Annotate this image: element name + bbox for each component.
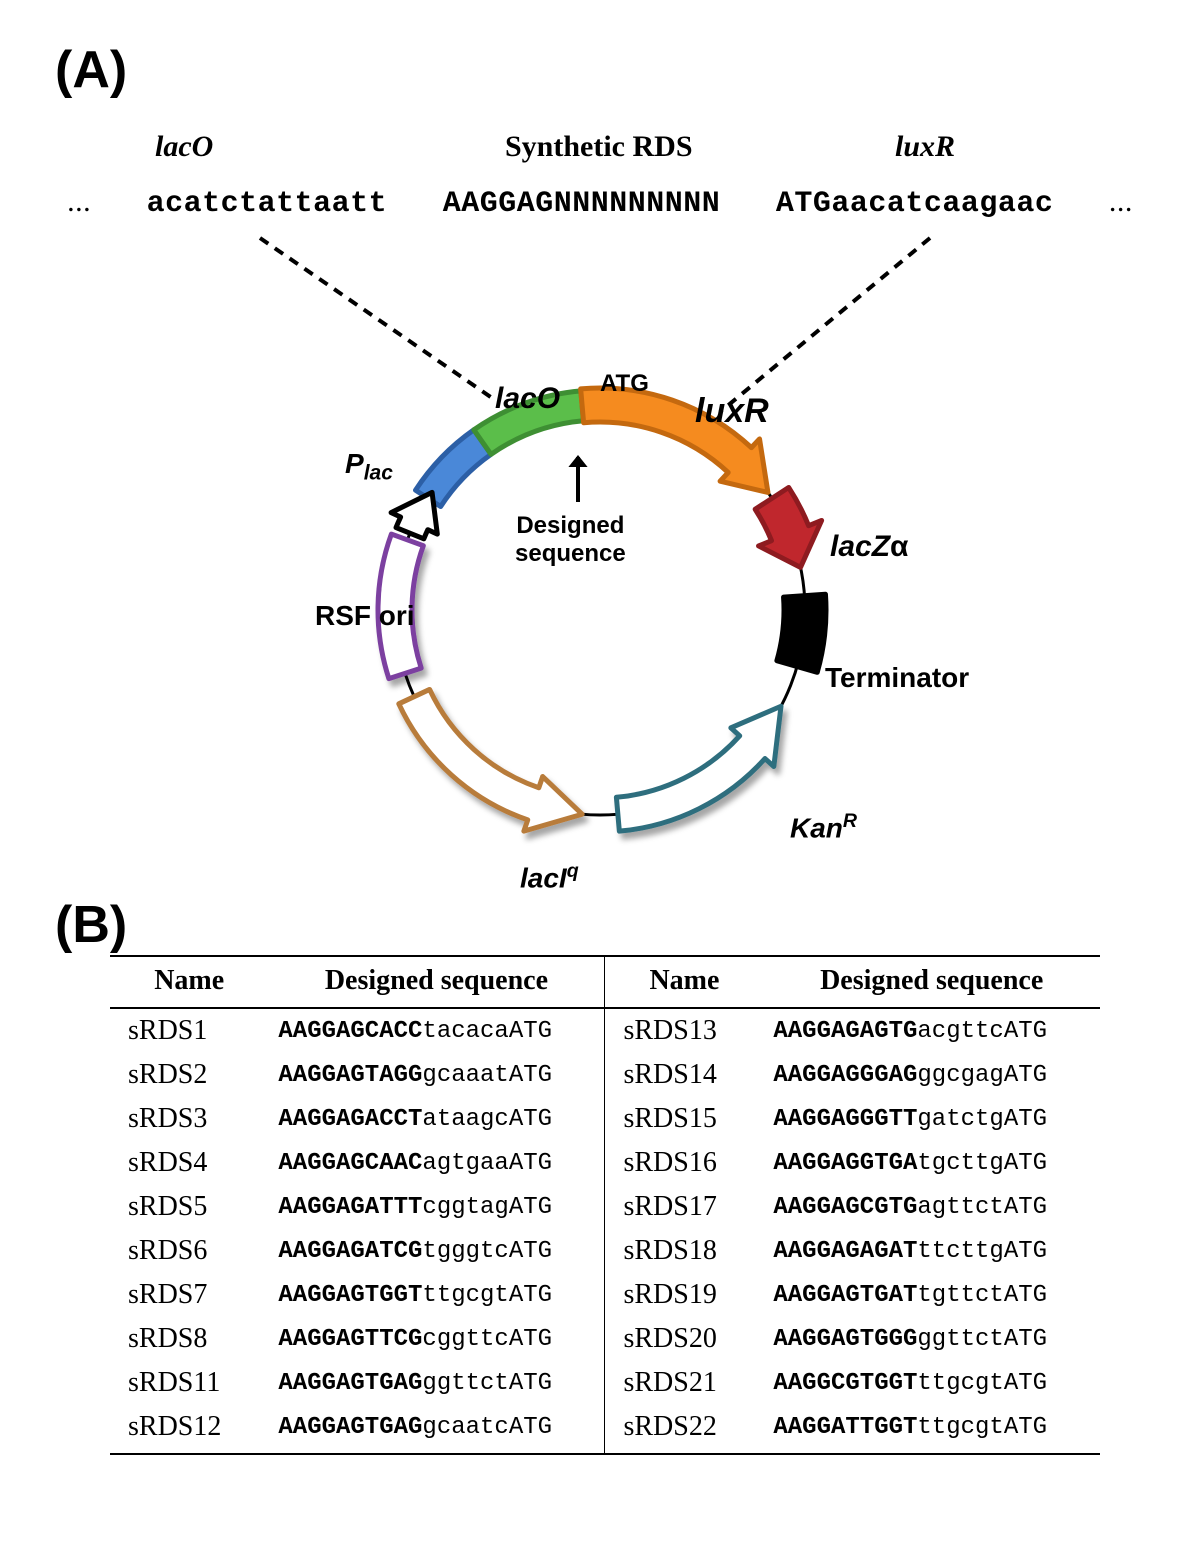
seq-cell: AAGGAGCAACagtgaaATG — [268, 1141, 605, 1185]
table-row: sRDS7AAGGAGTGGTttgcgtATGsRDS19AAGGAGTGAT… — [110, 1273, 1100, 1317]
panel-b-label: (B) — [55, 895, 127, 955]
table-body: sRDS1AAGGAGCACCtacacaATGsRDS13AAGGAGAGTG… — [110, 1008, 1100, 1454]
seq-cell: AAGGAGTTCGcggttcATG — [268, 1317, 605, 1361]
seq-cell: AAGGAGAGTGacgttcATG — [763, 1008, 1100, 1053]
plasmid-label-Terminator: Terminator — [825, 662, 969, 694]
seq-cell: AAGGAGACCTataagcATG — [268, 1097, 605, 1141]
seq-cell: AAGGATTGGTttgcgtATG — [763, 1405, 1100, 1454]
panel-a-label: (A) — [55, 40, 127, 100]
name-cell: sRDS17 — [605, 1185, 763, 1229]
plasmid-label-luxR: luxR — [695, 392, 769, 431]
lacI-sup: q — [567, 860, 579, 882]
plasmid-label-lacZalpha: lacZα — [830, 530, 908, 564]
designed-sequence-label: Designed sequence — [515, 512, 626, 567]
plasmid-label-lacO: lacO — [495, 382, 560, 416]
seq-cell: AAGGAGTGAGggttctATG — [268, 1361, 605, 1405]
plasmid-segment-Plac — [391, 492, 437, 538]
seq-cell: AAGGAGCACCtacacaATG — [268, 1008, 605, 1053]
table-row: sRDS1AAGGAGCACCtacacaATGsRDS13AAGGAGAGTG… — [110, 1008, 1100, 1053]
seq-cell: AAGGAGGGAGggcgagATG — [763, 1053, 1100, 1097]
plac-p: P — [345, 448, 364, 479]
name-cell: sRDS20 — [605, 1317, 763, 1361]
plasmid-segment-lacIq — [399, 689, 582, 831]
table-row: sRDS8AAGGAGTTCGcggttcATGsRDS20AAGGAGTGGG… — [110, 1317, 1100, 1361]
name-cell: sRDS18 — [605, 1229, 763, 1273]
plasmid-label-Plac: Plac — [345, 448, 393, 486]
sequence-table-wrap: Name Designed sequence Name Designed seq… — [110, 955, 1100, 1455]
name-cell: sRDS11 — [110, 1361, 268, 1405]
seq-cell: AAGGAGATTTcggtagATG — [268, 1185, 605, 1229]
seq-cell: AAGGAGCGTGagttctATG — [763, 1185, 1100, 1229]
name-cell: sRDS6 — [110, 1229, 268, 1273]
designed-line1: Designed — [516, 512, 624, 539]
table-header-row: Name Designed sequence Name Designed seq… — [110, 956, 1100, 1008]
seq-cell: AAGGAGTGGGggttctATG — [763, 1317, 1100, 1361]
table-row: sRDS11AAGGAGTGAGggttctATGsRDS21AAGGCGTGG… — [110, 1361, 1100, 1405]
lacO-header: lacO — [155, 130, 213, 164]
synthetic-rds-header: Synthetic RDS — [505, 130, 693, 164]
plac-sub: lac — [364, 462, 393, 485]
seq-cell: AAGGCGTGGTttgcgtATG — [763, 1361, 1100, 1405]
seq-rds: AAGGAGNNNNNNNNN — [443, 187, 721, 221]
table-row: sRDS4AAGGAGCAACagtgaaATGsRDS16AAGGAGGTGA… — [110, 1141, 1100, 1185]
name-cell: sRDS12 — [110, 1405, 268, 1454]
name-cell: sRDS14 — [605, 1053, 763, 1097]
seq-cell: AAGGAGTGGTttgcgtATG — [268, 1273, 605, 1317]
seq-atg: ATG — [776, 187, 832, 221]
name-cell: sRDS2 — [110, 1053, 268, 1097]
sequence-table: Name Designed sequence Name Designed seq… — [110, 955, 1100, 1455]
plasmid-segment-Terminator — [777, 594, 826, 672]
table-row: sRDS2AAGGAGTAGGgcaaatATGsRDS14AAGGAGGGAG… — [110, 1053, 1100, 1097]
plasmid-diagram: lacO ATG luxR Plac lacZα RSF ori Termina… — [250, 230, 950, 870]
name-cell: sRDS21 — [605, 1361, 763, 1405]
name-cell: sRDS19 — [605, 1273, 763, 1317]
designed-line2: sequence — [515, 540, 626, 567]
seq-cell: AAGGAGAGATttcttgATG — [763, 1229, 1100, 1273]
th-name-1: Name — [110, 956, 268, 1008]
kan-pre: Kan — [790, 812, 843, 843]
th-name-2: Name — [605, 956, 763, 1008]
figure-page: (A) (B) lacO Synthetic RDS luxR ... acat… — [0, 0, 1200, 1567]
plasmid-segment-lacZalpha — [755, 487, 821, 567]
kan-sup: R — [843, 810, 857, 832]
name-cell: sRDS16 — [605, 1141, 763, 1185]
luxR-header: luxR — [895, 130, 955, 164]
plasmid-label-ATG: ATG — [600, 370, 649, 398]
seq-cell: AAGGAGGTGAtgcttgATG — [763, 1141, 1100, 1185]
seq-cell: AAGGAGTAGGgcaaatATG — [268, 1053, 605, 1097]
name-cell: sRDS13 — [605, 1008, 763, 1053]
lacZ-pre: lacZ — [830, 530, 890, 563]
name-cell: sRDS8 — [110, 1317, 268, 1361]
th-seq-2: Designed sequence — [763, 956, 1100, 1008]
name-cell: sRDS7 — [110, 1273, 268, 1317]
seq-lacO: acatctattaatt — [147, 187, 388, 221]
table-row: sRDS12AAGGAGTGAGgcaatcATGsRDS22AAGGATTGG… — [110, 1405, 1100, 1454]
sequence-header-row: lacO Synthetic RDS luxR — [0, 130, 1200, 170]
seq-dots-left: ... — [67, 185, 91, 218]
name-cell: sRDS4 — [110, 1141, 268, 1185]
table-row: sRDS6AAGGAGATCGtgggtcATGsRDS18AAGGAGAGAT… — [110, 1229, 1100, 1273]
plasmid-label-RSFori: RSF ori — [315, 600, 415, 632]
name-cell: sRDS5 — [110, 1185, 268, 1229]
name-cell: sRDS15 — [605, 1097, 763, 1141]
seq-cell: AAGGAGTGATtgttctATG — [763, 1273, 1100, 1317]
seq-cell: AAGGAGTGAGgcaatcATG — [268, 1405, 605, 1454]
sequence-row: ... acatctattaatt AAGGAGNNNNNNNNN ATGaac… — [0, 185, 1200, 221]
seq-cell: AAGGAGGGTTgatctgATG — [763, 1097, 1100, 1141]
th-seq-1: Designed sequence — [268, 956, 605, 1008]
plasmid-label-KanR: KanR — [790, 810, 857, 844]
designed-arrow-icon — [568, 455, 587, 502]
seq-dots-right: ... — [1109, 185, 1133, 218]
seq-luxR: aacatcaagaac — [831, 187, 1053, 221]
lacI-pre: lacI — [520, 862, 567, 893]
table-row: sRDS5AAGGAGATTTcggtagATGsRDS17AAGGAGCGTG… — [110, 1185, 1100, 1229]
plasmid-segment-KanR — [616, 706, 781, 831]
seq-cell: AAGGAGATCGtgggtcATG — [268, 1229, 605, 1273]
table-row: sRDS3AAGGAGACCTataagcATGsRDS15AAGGAGGGTT… — [110, 1097, 1100, 1141]
lacZ-alpha: α — [890, 530, 908, 563]
name-cell: sRDS3 — [110, 1097, 268, 1141]
name-cell: sRDS1 — [110, 1008, 268, 1053]
name-cell: sRDS22 — [605, 1405, 763, 1454]
plasmid-label-lacIq: lacIq — [520, 860, 579, 894]
